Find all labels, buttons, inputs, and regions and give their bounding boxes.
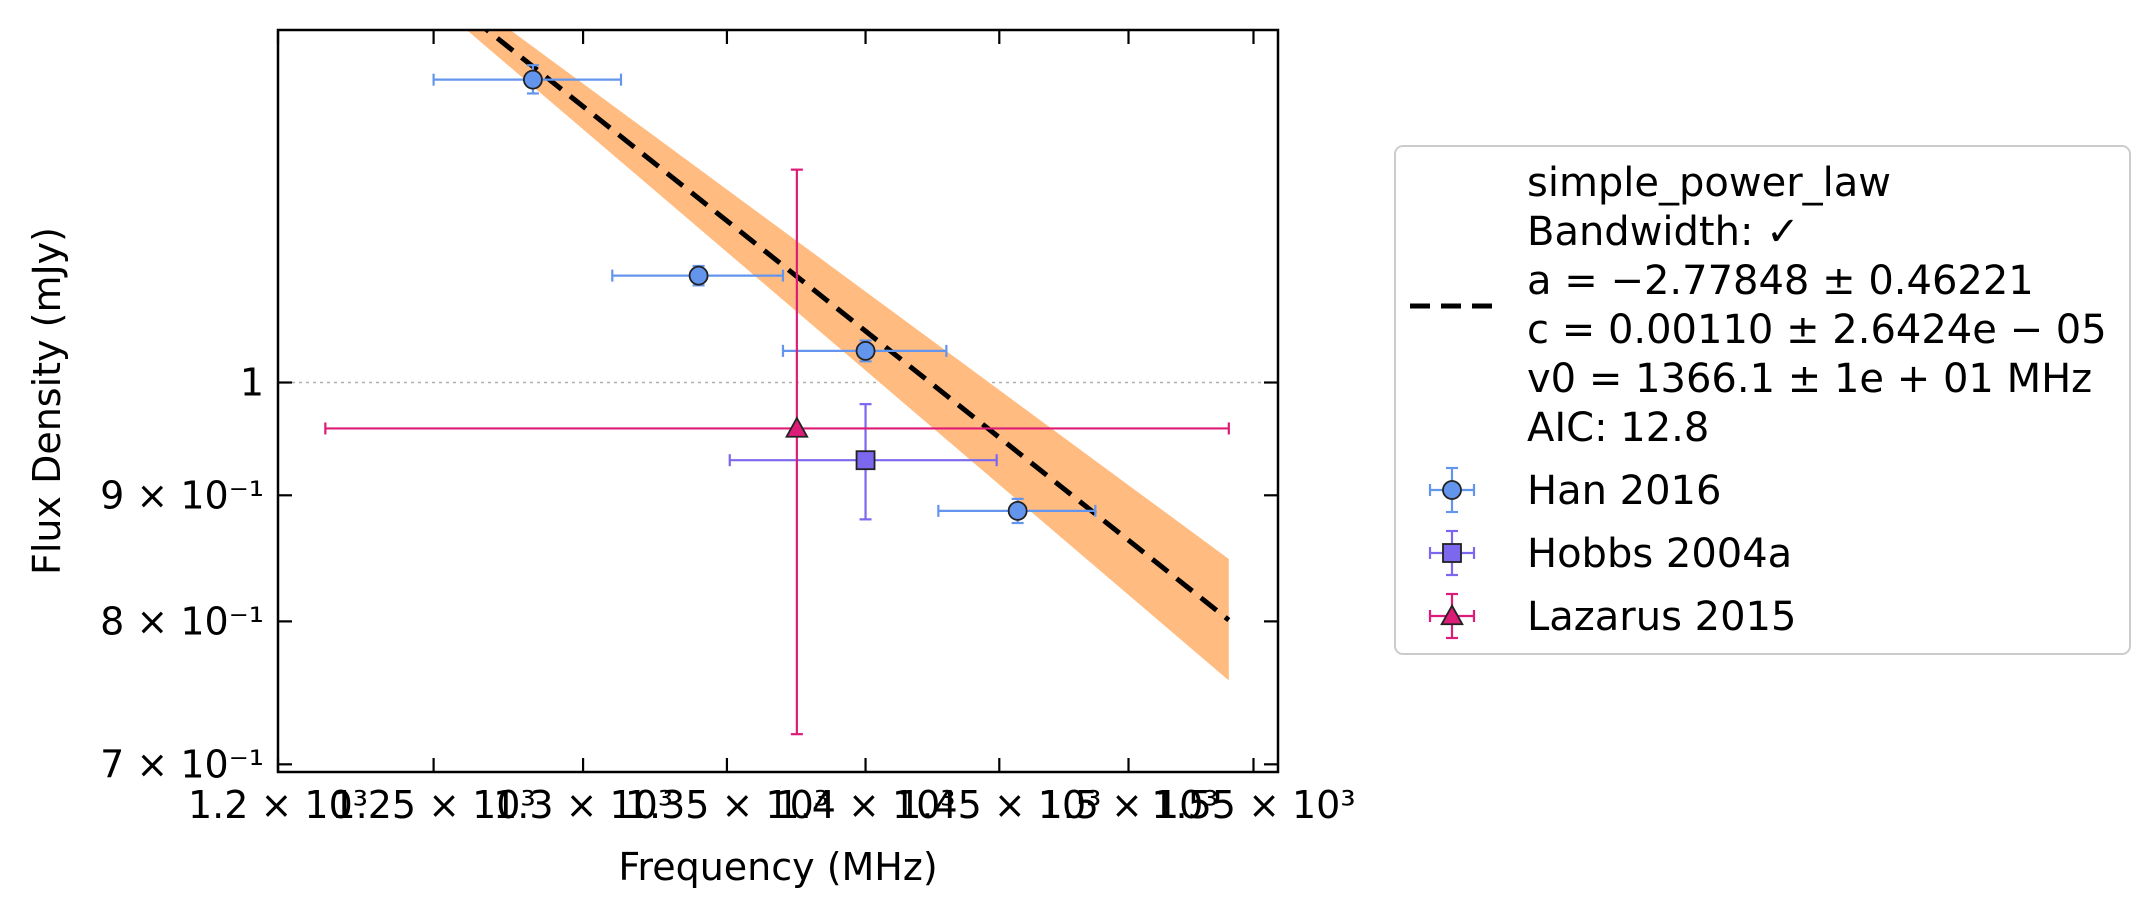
legend-fit-line: c = 0.00110 ± 2.6424e − 05 [1527,307,2107,353]
legend-marker [1440,603,1464,626]
x-tick-label: 1.45 × 10³ [897,783,1101,827]
plot-area [278,30,1278,736]
y-axis-label: Flux Density (mJy) [25,227,69,575]
series-han-2016 [432,64,1097,525]
legend-entry: Hobbs 2004a [1428,529,1792,577]
x-tick-label: 1.25 × 10³ [331,783,535,827]
fit-confidence-band [466,30,1229,681]
series-layer [324,64,1230,736]
legend-frame [1394,145,2131,655]
legend-fit-line: a = −2.77848 ± 0.46221 [1527,258,2034,304]
legend-entry: Han 2016 [1428,466,1721,514]
x-tick-label: 1.4 × 10³ [776,783,956,827]
legend-label: Han 2016 [1527,468,1721,514]
legend-label: Hobbs 2004a [1527,531,1792,577]
y-tick-label: 9 × 10⁻¹ [100,473,264,517]
data-point [688,265,709,286]
legend-entry: Lazarus 2015 [1428,592,1796,640]
series-lazarus-2015 [324,168,1230,736]
y-tick-label: 7 × 10⁻¹ [100,742,264,786]
legend-marker [1442,543,1462,563]
legend-label: Lazarus 2015 [1527,594,1796,640]
x-tick-label: 1.5 × 10³ [1038,783,1218,827]
y-tick-label: 1 [240,361,264,405]
x-tick-label: 1.2 × 10³ [188,783,368,827]
x-tick-label: 1.3 × 10³ [493,783,673,827]
data-point [1007,500,1028,521]
legend-series: Han 2016 Hobbs 2004a Lazarus 2015 [1428,466,1796,640]
data-point [523,69,543,90]
series-hobbs-2004a [728,403,998,521]
x-axis-label: Frequency (MHz) [618,845,937,889]
legend-marker [1442,480,1462,500]
fit-line [482,30,1231,623]
y-tick-label: 8 × 10⁻¹ [100,599,264,643]
data-point [855,450,876,471]
x-tick-label: 1.55 × 10³ [1151,783,1355,827]
legend-fit-line: v0 = 1366.1 ± 1e + 01 MHz [1527,356,2092,402]
x-tick-label: 1.35 × 10³ [625,783,829,827]
legend-fit-line: simple_power_law [1527,160,1891,206]
data-point [784,416,809,438]
data-point [855,340,876,361]
plot-frame [276,28,1280,774]
y-axis: 7 × 10⁻¹ 8 × 10⁻¹ 9 × 10⁻¹ 1 [100,361,1278,786]
legend-fit-line: AIC: 12.8 [1527,405,1709,451]
legend-fit-line: Bandwidth: ✓ [1527,209,1800,255]
